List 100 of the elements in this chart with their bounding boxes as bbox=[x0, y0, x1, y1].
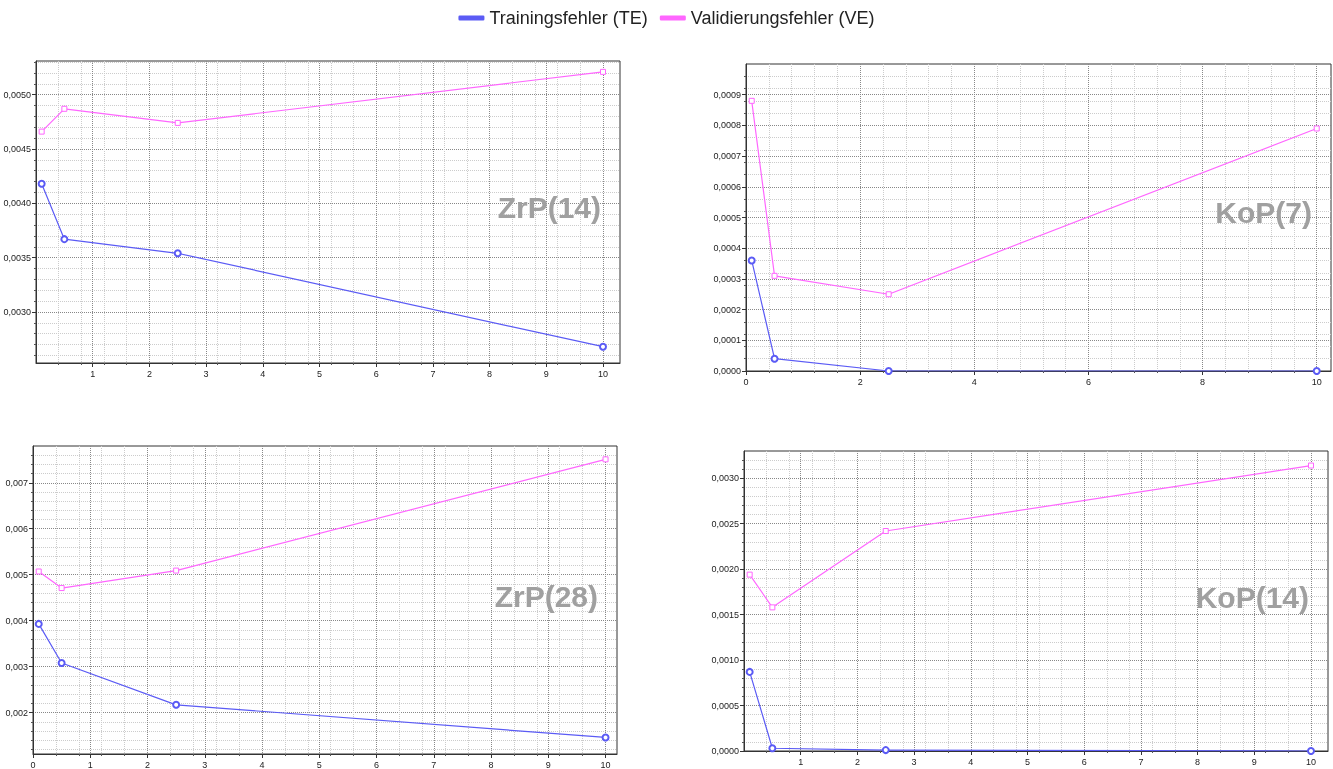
x-tick-label: 9 bbox=[543, 368, 549, 379]
point bbox=[745, 667, 754, 676]
point bbox=[769, 604, 776, 611]
point bbox=[599, 68, 606, 75]
y-tick-label: 0,0030 bbox=[711, 473, 739, 484]
y-tick-label: 0,0002 bbox=[713, 304, 741, 315]
point bbox=[1313, 125, 1320, 132]
x-tick-label: 4 bbox=[971, 376, 977, 387]
point bbox=[173, 249, 182, 258]
y-tick-label: 0,0004 bbox=[713, 243, 741, 254]
point bbox=[1312, 367, 1321, 375]
y-tick-label: 0,0010 bbox=[711, 655, 739, 666]
point bbox=[38, 128, 45, 135]
x-tick-label: 6 bbox=[374, 759, 380, 769]
y-tick-label: 0,0040 bbox=[3, 198, 31, 209]
x-tick-label: 4 bbox=[259, 759, 265, 769]
y-tick-label: 0,002 bbox=[5, 707, 28, 718]
x-tick-label: 2 bbox=[854, 756, 860, 767]
x-tick-label: 3 bbox=[911, 756, 917, 767]
x-tick-label: 0 bbox=[743, 376, 749, 387]
x-tick-label: 5 bbox=[316, 759, 322, 769]
point bbox=[768, 744, 777, 753]
point bbox=[60, 235, 69, 244]
point bbox=[1307, 462, 1314, 469]
y-tick-label: 0,0005 bbox=[711, 700, 739, 711]
point bbox=[747, 256, 756, 265]
point bbox=[34, 619, 43, 628]
x-tick-label: 6 bbox=[373, 368, 379, 379]
x-tick-label: 10 bbox=[600, 759, 611, 769]
point bbox=[771, 272, 778, 279]
y-tick-label: 0,0020 bbox=[711, 564, 739, 575]
y-tick-label: 0,0008 bbox=[713, 120, 741, 131]
x-tick-label: 10 bbox=[1311, 376, 1322, 387]
x-tick-label: 8 bbox=[1195, 756, 1201, 767]
y-tick-label: 0,0007 bbox=[713, 151, 741, 162]
y-tick-label: 0,007 bbox=[5, 477, 28, 488]
x-tick-label: 8 bbox=[488, 759, 494, 769]
x-tick-label: 7 bbox=[1138, 756, 1144, 767]
point bbox=[174, 119, 181, 126]
x-tick-label: 2 bbox=[145, 759, 151, 769]
x-tick-label: 1 bbox=[87, 759, 93, 769]
x-tick-label: 1 bbox=[90, 368, 96, 379]
y-tick-label: 0,0003 bbox=[713, 273, 741, 284]
y-tick-label: 0,0015 bbox=[711, 609, 739, 620]
point bbox=[35, 568, 42, 575]
text: ZrP(14) bbox=[497, 191, 601, 225]
x-tick-label: 5 bbox=[316, 368, 322, 379]
y-tick-label: 0,0000 bbox=[711, 746, 739, 756]
x-tick-label: 4 bbox=[968, 756, 974, 767]
y-tick-label: 0,004 bbox=[5, 615, 28, 626]
point bbox=[57, 658, 66, 667]
y-tick-label: 0,0009 bbox=[713, 89, 741, 100]
x-tick-label: 8 bbox=[487, 368, 493, 379]
x-tick-label: 6 bbox=[1085, 376, 1091, 387]
text: ZrP(28) bbox=[494, 579, 598, 613]
y-tick-label: 0,005 bbox=[5, 569, 28, 580]
x-tick-label: 10 bbox=[1305, 756, 1316, 767]
point bbox=[173, 567, 180, 574]
point bbox=[599, 342, 607, 351]
y-tick-label: 0,0005 bbox=[713, 212, 741, 223]
legend-label: Validierungsfehler (VE) bbox=[690, 8, 875, 28]
x-tick-label: 7 bbox=[431, 759, 437, 769]
x-tick-label: 5 bbox=[1024, 756, 1030, 767]
point bbox=[770, 354, 779, 363]
x-tick-label: 3 bbox=[203, 368, 209, 379]
y-tick-label: 0,003 bbox=[5, 661, 28, 672]
text: KoP(14) bbox=[1195, 580, 1310, 614]
point bbox=[748, 97, 755, 104]
point bbox=[1307, 747, 1315, 755]
y-tick-label: 0,0035 bbox=[3, 252, 31, 263]
point bbox=[746, 571, 753, 578]
y-tick-label: 0,006 bbox=[5, 523, 28, 534]
x-tick-label: 6 bbox=[1081, 756, 1087, 767]
y-tick-label: 0,0050 bbox=[3, 89, 31, 100]
y-tick-label: 0,0045 bbox=[3, 143, 31, 154]
x-tick-label: 10 bbox=[597, 368, 608, 379]
point bbox=[882, 528, 889, 534]
y-tick-label: 0,0030 bbox=[3, 306, 31, 317]
point bbox=[58, 585, 65, 592]
x-tick-label: 7 bbox=[430, 368, 436, 379]
x-tick-label: 2 bbox=[146, 368, 152, 379]
point bbox=[37, 179, 46, 188]
point bbox=[881, 746, 890, 755]
point bbox=[602, 456, 609, 463]
y-tick-label: 0,0006 bbox=[713, 181, 741, 192]
x-tick-label: 1 bbox=[798, 756, 804, 767]
y-tick-label: 0,0000 bbox=[713, 366, 741, 376]
point bbox=[884, 367, 893, 375]
x-tick-label: 9 bbox=[545, 759, 551, 769]
point bbox=[601, 733, 610, 742]
x-tick-label: 4 bbox=[260, 368, 266, 379]
y-tick-label: 0,0001 bbox=[713, 335, 741, 346]
point bbox=[61, 105, 68, 112]
y-tick-label: 0,0025 bbox=[711, 518, 739, 529]
x-tick-label: 9 bbox=[1251, 756, 1257, 767]
x-tick-label: 8 bbox=[1200, 376, 1206, 387]
point bbox=[172, 700, 181, 709]
x-tick-label: 2 bbox=[857, 376, 863, 387]
legend-label: Trainingsfehler (TE) bbox=[489, 8, 648, 28]
x-tick-label: 3 bbox=[202, 759, 208, 769]
